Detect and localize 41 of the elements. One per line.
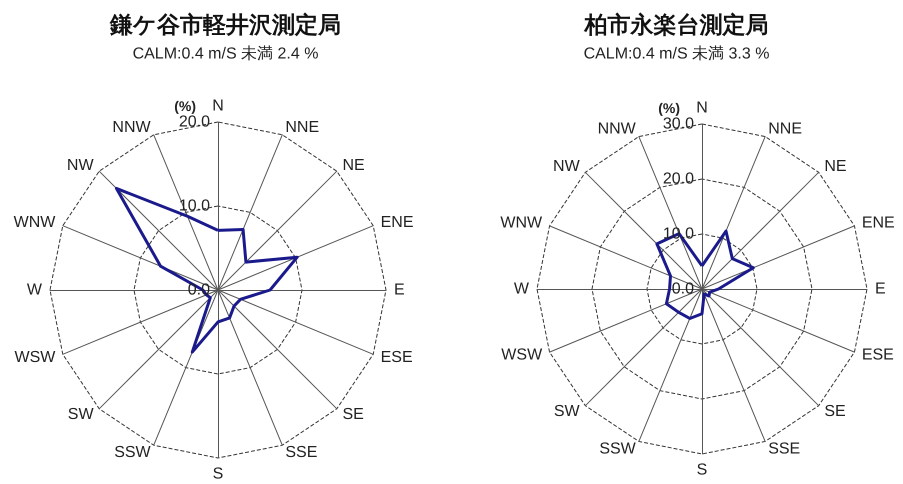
spoke-label: WSW: [14, 348, 56, 366]
spoke-label: SSW: [599, 440, 637, 458]
chart-title: 鎌ケ谷市軽井沢測定局: [109, 12, 341, 38]
spoke-label: N: [696, 100, 708, 116]
spoke-label: NW: [66, 157, 94, 174]
chart-subtitle: CALM:0.4 m/S 未満 3.3 %: [584, 44, 770, 62]
chart-subtitle: CALM:0.4 m/S 未満 2.4 %: [132, 44, 318, 62]
spoke-label: SSW: [114, 444, 152, 462]
spoke-label: SSE: [768, 440, 800, 458]
spoke-label: NNW: [598, 120, 637, 138]
spoke-label: ESE: [380, 348, 413, 366]
text: (%): [174, 98, 196, 114]
spoke-label: SW: [68, 406, 94, 423]
spoke-label: E: [875, 280, 886, 298]
spoke-label: ESE: [862, 346, 894, 364]
spoke-label: NNE: [285, 118, 320, 136]
spoke-label: WNW: [500, 214, 544, 232]
spoke-label: WSW: [501, 346, 544, 364]
spoke-label: SE: [342, 406, 364, 423]
spoke-label: ENE: [380, 214, 414, 232]
y-tick-label: 30.0: [662, 116, 694, 132]
spoke-label: W: [514, 280, 530, 298]
chart-title: 柏市永楽台測定局: [584, 12, 768, 38]
text: (%): [658, 100, 680, 116]
spoke-label: SW: [554, 402, 581, 420]
spoke-label: SE: [824, 402, 846, 420]
spoke-label: NNW: [112, 118, 152, 136]
spoke-label: WNW: [14, 214, 56, 232]
spoke-label: SSE: [285, 444, 318, 462]
spoke-label: E: [394, 282, 405, 298]
spoke-label: S: [212, 466, 224, 482]
spoke-label: NE: [824, 158, 847, 176]
spoke-label: NNE: [768, 120, 802, 138]
spoke-label: ENE: [862, 214, 895, 232]
y-tick-label: 20.0: [178, 114, 210, 130]
y-tick-label: 20.0: [662, 170, 694, 188]
spoke-label: S: [696, 462, 708, 478]
spoke-label: NE: [342, 157, 365, 174]
spoke-label: W: [26, 282, 43, 298]
spoke-label: N: [212, 98, 224, 114]
spoke-label: NW: [553, 158, 581, 176]
